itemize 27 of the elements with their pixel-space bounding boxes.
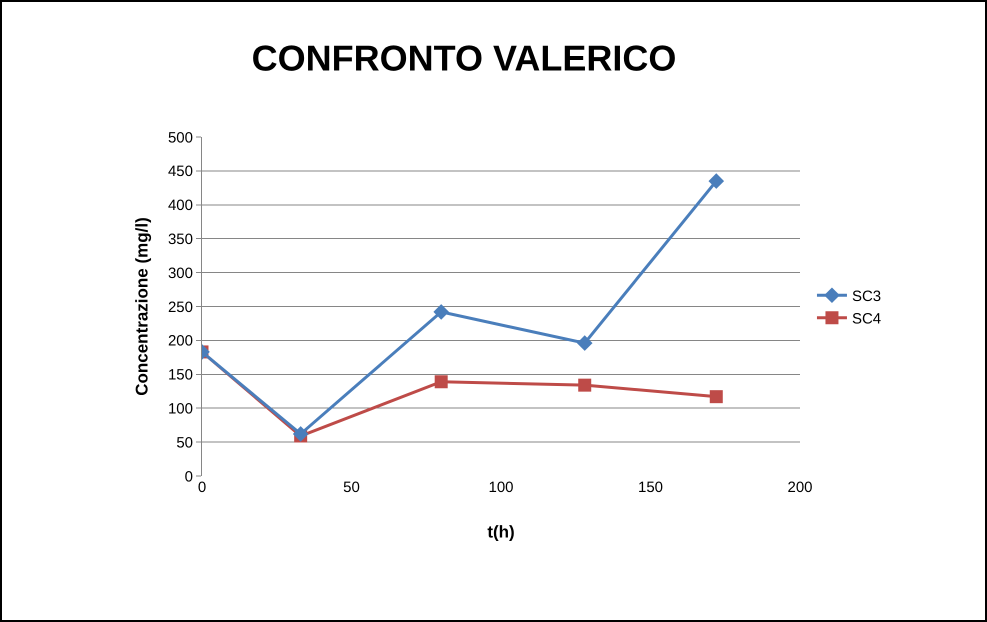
chart-title: CONFRONTO VALERICO bbox=[252, 37, 676, 78]
point bbox=[433, 304, 449, 320]
y-tick-label: 350 bbox=[168, 230, 193, 248]
point bbox=[578, 378, 592, 392]
point bbox=[576, 335, 593, 351]
point bbox=[708, 173, 724, 189]
point bbox=[710, 390, 723, 404]
y-tick-label: 450 bbox=[168, 163, 193, 180]
y-tick-label: 150 bbox=[168, 366, 193, 384]
y-tick-label: 200 bbox=[168, 332, 193, 350]
point bbox=[434, 375, 448, 388]
y-tick-label: 100 bbox=[168, 400, 193, 418]
y-tick-label: 500 bbox=[168, 129, 193, 146]
y-tick-label: 400 bbox=[168, 197, 193, 214]
x-tick-label: 50 bbox=[343, 479, 360, 496]
legend-label: SC3 bbox=[852, 288, 882, 306]
x-tick-label: 150 bbox=[638, 479, 664, 496]
y-axis-title: Concentrazione (mg/l) bbox=[132, 217, 152, 396]
legend-label: SC4 bbox=[852, 310, 882, 328]
y-tick-label: 300 bbox=[168, 264, 193, 282]
x-tick-label: 0 bbox=[198, 479, 206, 496]
x-tick-label: 100 bbox=[488, 479, 514, 496]
point bbox=[292, 426, 308, 442]
x-axis-title: t(h) bbox=[487, 522, 515, 542]
y-tick-label: 250 bbox=[168, 298, 193, 316]
x-tick-label: 200 bbox=[787, 479, 813, 496]
y-tick-label: 50 bbox=[176, 434, 193, 452]
